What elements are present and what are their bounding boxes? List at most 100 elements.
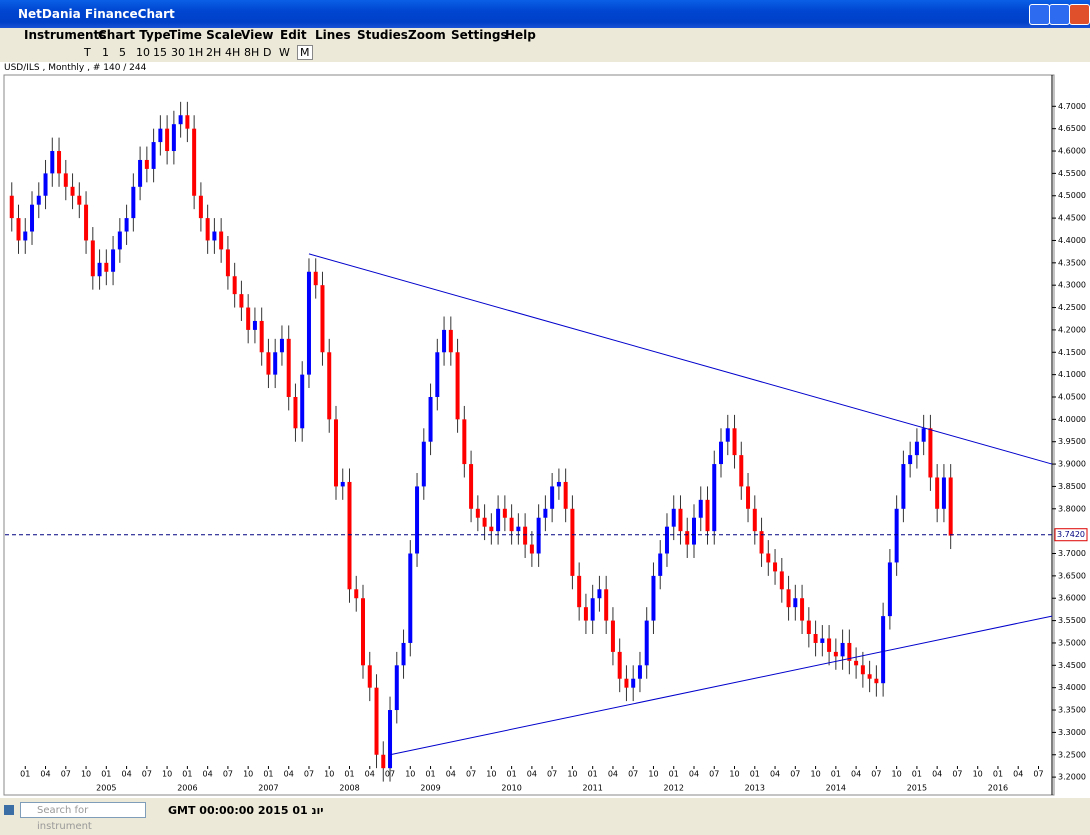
candle-body	[786, 589, 791, 608]
candle-body	[874, 678, 879, 684]
toolbar: T 1 5 10 15 30 1H 2H 4H 8H D W M	[0, 44, 1090, 63]
candle-body	[448, 329, 453, 353]
x-tick-label: 10	[729, 770, 739, 779]
candle-body	[604, 589, 609, 621]
x-tick-label: 04	[689, 770, 699, 779]
menu-item[interactable]: Edit	[280, 28, 307, 42]
candle-body	[165, 128, 170, 152]
timeframe-button[interactable]: 4H	[225, 46, 241, 59]
menu-item[interactable]: Time Scale	[169, 28, 243, 42]
year-label: 2005	[96, 784, 116, 793]
candle-body	[847, 642, 852, 661]
y-tick-label: 4.3500	[1058, 258, 1086, 267]
y-tick-label: 4.7000	[1058, 102, 1086, 111]
candle-body	[698, 499, 703, 518]
timeframe-button[interactable]: T	[84, 46, 91, 59]
candle-body	[333, 419, 338, 487]
x-tick-label: 10	[486, 770, 496, 779]
candle-body	[124, 218, 129, 232]
search-box[interactable]: Search for instrument	[20, 802, 146, 832]
year-label: 2013	[745, 784, 765, 793]
x-tick-label: 10	[810, 770, 820, 779]
candle-body	[138, 159, 143, 187]
year-label: 2014	[826, 784, 846, 793]
candle-body	[192, 128, 197, 196]
x-tick-label: 10	[324, 770, 334, 779]
candle-body	[320, 285, 325, 353]
menu-item[interactable]: Chart Type	[98, 28, 171, 42]
candle-body	[664, 526, 669, 554]
x-tick-label: 07	[223, 770, 233, 779]
y-tick-label: 3.5500	[1058, 616, 1086, 625]
chart-header: USD/ILS , Monthly , # 140 / 244	[4, 63, 147, 73]
candle-body	[428, 396, 433, 442]
candle-body	[381, 754, 386, 769]
candle-body	[84, 204, 89, 241]
timeframe-button[interactable]: 5	[119, 46, 126, 59]
candle-body	[394, 665, 399, 711]
candle-body	[921, 428, 926, 442]
menu-item[interactable]: Lines	[315, 28, 351, 42]
y-tick-label: 3.3500	[1058, 706, 1086, 715]
candle-body	[746, 486, 751, 509]
candle-body	[70, 186, 75, 196]
y-tick-label: 4.6000	[1058, 147, 1086, 156]
year-label: 2011	[582, 784, 602, 793]
x-tick-label: 10	[162, 770, 172, 779]
status-bar: Search for instrument GMT 00:00:00 2015 …	[0, 799, 1090, 832]
candle-body	[117, 231, 122, 250]
timeframe-button[interactable]: W	[279, 46, 290, 59]
menu-item[interactable]: Settings	[451, 28, 508, 42]
y-tick-label: 3.8000	[1058, 504, 1086, 513]
menu-item[interactable]: Instruments	[24, 28, 107, 42]
candle-body	[928, 428, 933, 478]
candle-body	[401, 642, 406, 666]
timeframe-button[interactable]: 15	[153, 46, 167, 59]
menu-item[interactable]: Zoom	[408, 28, 446, 42]
x-tick-label: 01	[912, 770, 922, 779]
timeframe-button[interactable]: 1	[102, 46, 109, 59]
x-tick-label: 01	[344, 770, 354, 779]
x-tick-label: 10	[892, 770, 902, 779]
timeframe-button[interactable]: 2H	[206, 46, 222, 59]
candle-body	[489, 526, 494, 532]
candle-body	[502, 508, 507, 518]
candle-body	[9, 195, 14, 219]
chart-panel	[0, 62, 1090, 798]
menu-item[interactable]: View	[241, 28, 274, 42]
x-tick-label: 04	[284, 770, 294, 779]
timeframe-button[interactable]: 8H	[244, 46, 260, 59]
candle-body	[752, 508, 757, 532]
candle-body	[361, 598, 366, 666]
candle-body	[131, 186, 136, 219]
menu-item[interactable]: Help	[505, 28, 536, 42]
candle-body	[212, 231, 217, 241]
candle-body	[30, 204, 35, 232]
candle-body	[293, 396, 298, 429]
candle-body	[725, 428, 730, 442]
menu-item[interactable]: Studies	[357, 28, 408, 42]
timeframe-button[interactable]: D	[263, 46, 272, 59]
x-tick-label: 01	[182, 770, 192, 779]
x-tick-label: 04	[932, 770, 942, 779]
y-tick-label: 3.3000	[1058, 728, 1086, 737]
candle-body	[739, 455, 744, 487]
timeframe-button[interactable]: 1H	[188, 46, 204, 59]
candle-body	[583, 607, 588, 621]
timeframe-button[interactable]: M	[297, 45, 313, 60]
menu-bar: Instruments Chart Type Time Scale View Edit L…	[0, 28, 1090, 44]
x-tick-label: 07	[790, 770, 800, 779]
y-tick-label: 4.4500	[1058, 214, 1086, 223]
candle-body	[300, 374, 305, 429]
timeframe-button[interactable]: 30	[171, 46, 185, 59]
candle-body	[279, 338, 284, 353]
timeframe-button[interactable]: 10	[136, 46, 150, 59]
x-tick-label: 07	[466, 770, 476, 779]
candle-body	[178, 115, 183, 125]
candle-body	[408, 553, 413, 643]
candle-body	[16, 218, 21, 241]
x-tick-label: 04	[365, 770, 375, 779]
x-tick-label: 07	[709, 770, 719, 779]
candle-body	[252, 320, 257, 330]
